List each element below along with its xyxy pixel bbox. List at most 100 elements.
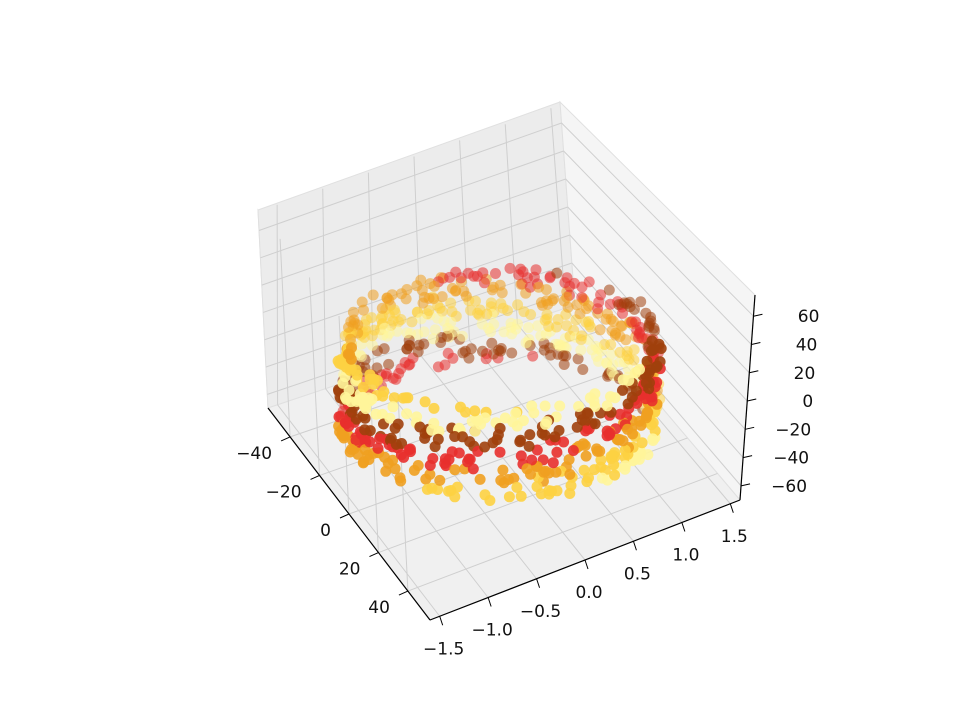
data-point xyxy=(656,343,667,354)
x-tick-label-4: 40 xyxy=(368,598,390,618)
data-point xyxy=(461,291,472,302)
data-point xyxy=(433,361,444,372)
data-point xyxy=(450,285,461,296)
data-point xyxy=(369,374,380,385)
data-point xyxy=(429,281,440,292)
data-point xyxy=(576,330,587,341)
data-point xyxy=(396,288,407,299)
data-point xyxy=(374,433,385,444)
data-point xyxy=(398,393,409,404)
data-point xyxy=(522,463,533,474)
z-tick-label-5: 40 xyxy=(796,335,818,355)
y-tick-0 xyxy=(440,616,443,625)
data-point xyxy=(405,444,416,455)
data-point xyxy=(425,460,436,471)
z-tick-label-1: −40 xyxy=(773,449,809,469)
data-point xyxy=(564,469,575,480)
y-tick-label-6: 1.5 xyxy=(721,527,748,547)
data-point xyxy=(628,355,639,366)
data-point xyxy=(647,433,658,444)
data-point xyxy=(580,317,591,328)
data-point xyxy=(521,337,532,348)
data-point xyxy=(420,396,431,407)
data-point xyxy=(377,391,388,402)
data-point xyxy=(490,268,501,279)
data-point xyxy=(510,408,521,419)
data-point xyxy=(497,465,508,476)
data-point xyxy=(649,325,660,336)
data-point xyxy=(609,470,620,481)
data-point xyxy=(495,475,506,486)
data-point xyxy=(504,491,515,502)
z-tick-label-3: 0 xyxy=(802,392,813,412)
data-point xyxy=(589,396,600,407)
data-point xyxy=(464,436,475,447)
data-point xyxy=(444,272,455,283)
data-point xyxy=(620,460,631,471)
data-point xyxy=(479,277,490,288)
data-point xyxy=(553,339,564,350)
x-tick-4 xyxy=(399,591,408,595)
data-point xyxy=(409,465,420,476)
data-point xyxy=(564,488,575,499)
z-tick-2 xyxy=(745,427,754,429)
data-point xyxy=(584,276,595,287)
data-point xyxy=(594,446,605,457)
data-point xyxy=(551,268,562,279)
data-point xyxy=(634,364,645,375)
data-point xyxy=(360,403,371,414)
data-point xyxy=(605,339,616,350)
z-tick-4 xyxy=(749,371,758,373)
data-point xyxy=(388,401,399,412)
x-tick-0 xyxy=(281,437,290,441)
z-tick-5 xyxy=(751,342,760,344)
data-point xyxy=(523,322,534,333)
data-point xyxy=(346,354,357,365)
data-point xyxy=(590,418,601,429)
data-point xyxy=(447,306,458,317)
data-point xyxy=(492,434,503,445)
x-tick-label-1: −20 xyxy=(266,482,302,502)
z-tick-1 xyxy=(743,456,752,458)
data-point xyxy=(377,303,388,314)
y-tick-4 xyxy=(633,541,636,550)
data-point xyxy=(356,351,367,362)
data-point xyxy=(468,463,479,474)
data-point xyxy=(506,348,517,359)
data-point xyxy=(593,297,604,308)
data-point xyxy=(463,454,474,465)
data-point xyxy=(540,401,551,412)
data-point xyxy=(454,448,465,459)
data-point xyxy=(604,285,615,296)
data-point xyxy=(495,447,506,458)
data-point xyxy=(443,348,454,359)
data-point xyxy=(573,401,584,412)
data-point xyxy=(395,363,406,374)
data-point xyxy=(590,341,601,352)
x-tick-label-3: 20 xyxy=(339,560,361,580)
data-point xyxy=(525,309,536,320)
data-point xyxy=(531,264,542,275)
x-tick-label-0: −40 xyxy=(236,444,272,464)
data-point xyxy=(551,467,562,478)
data-point xyxy=(477,346,488,357)
data-point xyxy=(429,403,440,414)
data-point xyxy=(516,450,527,461)
data-point xyxy=(532,481,543,492)
data-point xyxy=(434,475,445,486)
y-tick-label-0: −1.5 xyxy=(423,639,464,659)
data-point xyxy=(465,305,476,316)
data-point xyxy=(553,314,564,325)
data-point xyxy=(475,474,486,485)
z-tick-label-6: 60 xyxy=(798,307,820,327)
data-point xyxy=(547,295,558,306)
y-tick-6 xyxy=(730,504,733,513)
z-tick-label-0: −60 xyxy=(771,477,807,497)
data-point xyxy=(561,292,572,303)
data-point xyxy=(484,495,495,506)
y-tick-3 xyxy=(585,560,588,569)
data-point xyxy=(495,423,506,434)
x-tick-2 xyxy=(340,514,349,518)
data-point xyxy=(452,482,463,493)
data-point xyxy=(358,305,369,316)
